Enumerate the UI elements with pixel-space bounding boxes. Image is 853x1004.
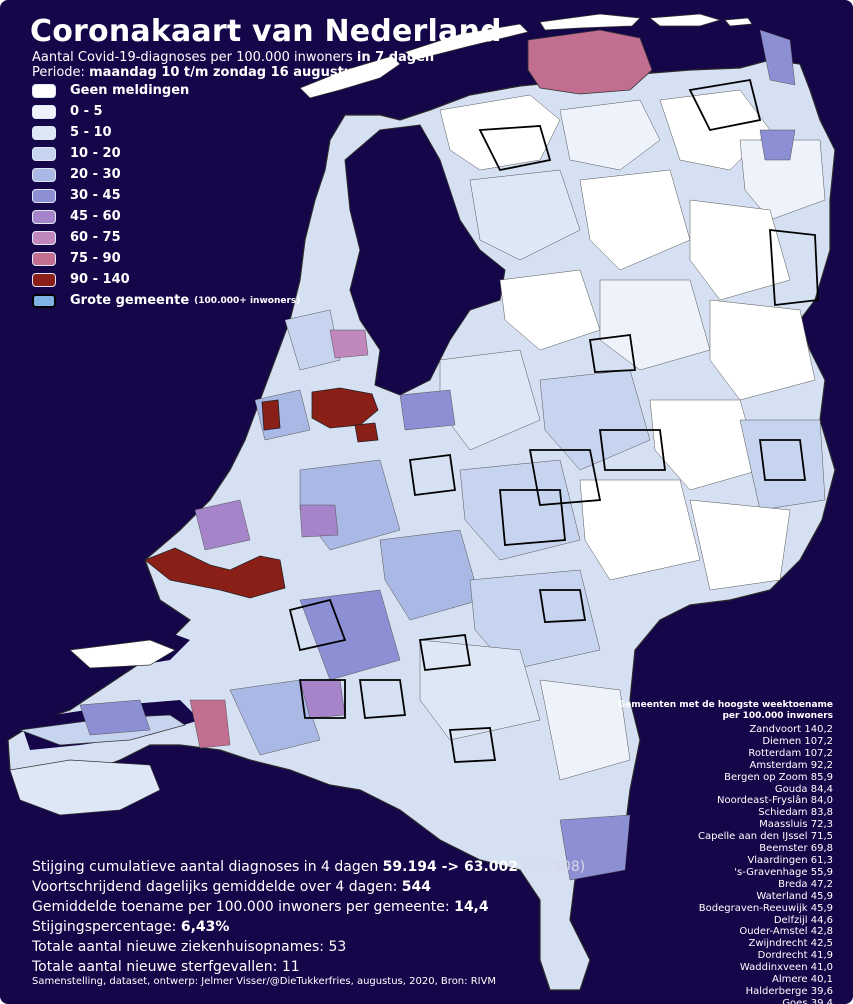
ranking-row: Ouder-Amstel 42,8	[739, 926, 833, 938]
map-subtitle: Aantal Covid-19-diagnoses per 100.000 in…	[32, 50, 434, 80]
ranking-row: Vlaardingen 61,3	[747, 854, 833, 866]
legend-swatch	[32, 230, 56, 245]
high-incidence-municipalities	[144, 387, 379, 599]
ranking-row: Rotterdam 107,2	[748, 747, 833, 759]
ranking-row: Schiedam 83,8	[758, 807, 833, 819]
legend-item: 60 - 75	[32, 227, 300, 248]
legend-label: 0 - 5	[70, 104, 103, 119]
ranking-row: Bodegraven-Reeuwijk 45,9	[698, 902, 833, 914]
legend-swatch	[32, 83, 56, 98]
stat-line-daily-average: Voortschrijdend dagelijks gemiddelde ove…	[32, 879, 431, 895]
legend-item: 5 - 10	[32, 122, 300, 143]
legend: Geen meldingen 0 - 5 5 - 10 10 - 20 20 - 30 3…	[32, 80, 300, 311]
ranking-row: Almere 40,1	[771, 974, 833, 986]
ranking-row: Maassluis 72,3	[759, 819, 833, 831]
subtitle-line1-bold: in 7 dagen	[356, 50, 435, 65]
stat-line-cumulative: Stijging cumulatieve aantal diagnoses in…	[32, 859, 586, 875]
ranking-row: Dordrecht 41,9	[757, 950, 833, 962]
legend-swatch	[32, 188, 56, 203]
subtitle-line1: Aantal Covid-19-diagnoses per 100.000 in…	[32, 50, 353, 65]
ranking-row: Capelle aan den IJssel 71,5	[698, 831, 833, 843]
subtitle-line2-bold: maandag 10 t/m zondag 16 augustus	[89, 65, 361, 80]
stat-line-deaths: Totale aantal nieuwe sterfgevallen: 11	[32, 959, 300, 975]
legend-label: Geen meldingen	[70, 83, 190, 98]
legend-label: 5 - 10	[70, 125, 112, 140]
stat-line-avg-increase: Gemiddelde toename per 100.000 inwoners …	[32, 899, 489, 915]
legend-note: (100.000+ inwoners)	[194, 295, 301, 306]
legend-item-large-municipality: Grote gemeente (100.000+ inwoners)	[32, 290, 300, 311]
source-credit: Samenstelling, dataset, ontwerp: Jelmer …	[32, 976, 497, 987]
legend-item: 0 - 5	[32, 101, 300, 122]
legend-label: 30 - 45	[70, 188, 121, 203]
island-ameland	[539, 13, 641, 31]
region-amsterdam	[311, 387, 379, 429]
legend-swatch	[32, 272, 56, 287]
legend-swatch	[32, 125, 56, 140]
legend-item: 45 - 60	[32, 206, 300, 227]
ranking-row: Waterland 45,9	[756, 890, 833, 902]
ranking-title: Gemeenten met de hoogste weektoename per…	[617, 700, 833, 721]
legend-item: 30 - 45	[32, 185, 300, 206]
ranking-row: Amsterdam 92,2	[749, 759, 833, 771]
ranking-row: Noordeast-Fryslân 84,0	[717, 795, 833, 807]
legend-label: Grote gemeente	[70, 293, 190, 308]
ranking-row: Gouda 84,4	[774, 783, 833, 795]
legend-item: 90 - 140	[32, 269, 300, 290]
legend-swatch	[32, 104, 56, 119]
ranking-row: Zandvoort 140,2	[749, 724, 833, 735]
subtitle-line2: Periode:	[32, 65, 85, 80]
municipality-patches	[79, 29, 826, 881]
island-schiermonnikoog	[649, 13, 722, 27]
ranking-row: Beemster 69,8	[759, 843, 833, 855]
island-vlieland-terschelling	[404, 23, 529, 61]
ranking-row: Bergen op Zoom 85,9	[724, 771, 833, 783]
legend-item: 75 - 90	[32, 248, 300, 269]
ranking-row: Zwijndrecht 42,5	[748, 938, 833, 950]
ranking-row: Diemen 107,2	[762, 735, 833, 747]
legend-swatch	[32, 167, 56, 182]
stat-line-hospital: Totale aantal nieuwe ziekenhuisopnames: …	[32, 939, 347, 955]
legend-label: 45 - 60	[70, 209, 121, 224]
legend-swatch	[32, 146, 56, 161]
island-texel	[299, 55, 401, 99]
wadden-islands	[299, 13, 753, 99]
ranking-row: Delfzijl 44,6	[773, 914, 833, 926]
legend-swatch	[32, 209, 56, 224]
legend-swatch	[32, 293, 56, 308]
map-title: Coronakaart van Nederland	[30, 14, 502, 49]
legend-swatch	[32, 251, 56, 266]
ranking-list: Gemeenten met de hoogste weektoename per…	[603, 700, 833, 1004]
statistics-block: Stijging cumulatieve aantal diagnoses in…	[32, 857, 585, 977]
region-zandvoort	[261, 399, 281, 431]
ranking-row: Waddinxveen 41,0	[739, 962, 833, 974]
region-rotterdam	[144, 547, 286, 599]
stat-line-percentage: Stijgingspercentage: 6,43%	[32, 919, 230, 935]
legend-item: 10 - 20	[32, 143, 300, 164]
ranking-row: 's-Gravenhage 55,9	[734, 866, 833, 878]
legend-label: 75 - 90	[70, 251, 121, 266]
region-diemen	[354, 422, 379, 443]
ranking-row: Halderberge 39,6	[745, 985, 833, 997]
legend-label: 20 - 30	[70, 167, 121, 182]
legend-label: 10 - 20	[70, 146, 121, 161]
legend-item: Geen meldingen	[32, 80, 300, 101]
legend-label: 60 - 75	[70, 230, 121, 245]
ijsselmeer	[344, 124, 506, 396]
island-rottumeroog	[724, 17, 753, 27]
ranking-row: Breda 47,2	[778, 878, 833, 890]
legend-label: 90 - 140	[70, 272, 130, 287]
region-noordeast-fryslan	[527, 29, 653, 95]
legend-item: 20 - 30	[32, 164, 300, 185]
ranking-row: Goes 39,4	[782, 997, 833, 1004]
large-municipality-outlines	[288, 78, 819, 763]
